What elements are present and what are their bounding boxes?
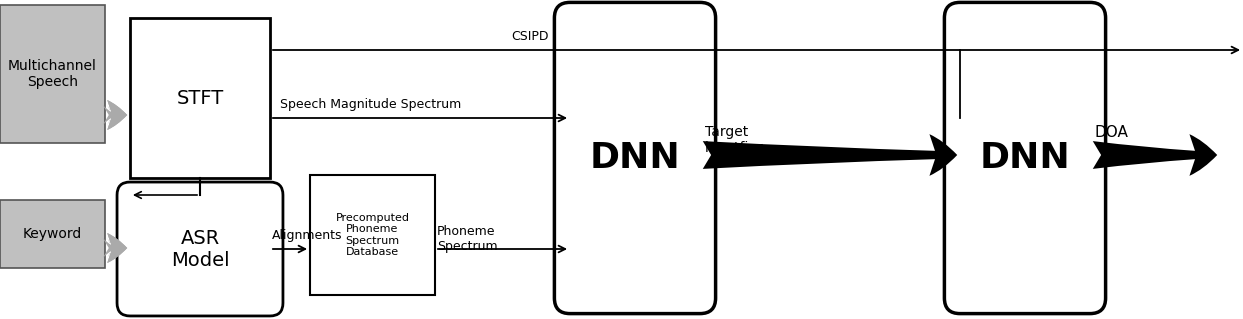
Text: STFT: STFT — [177, 88, 224, 108]
Text: Speech Magnitude Spectrum: Speech Magnitude Spectrum — [280, 98, 461, 111]
Text: DOA: DOA — [1095, 125, 1129, 140]
Text: Keyword: Keyword — [22, 227, 82, 241]
FancyBboxPatch shape — [554, 3, 716, 314]
FancyBboxPatch shape — [945, 3, 1105, 314]
FancyBboxPatch shape — [117, 182, 283, 316]
Text: Phoneme
Spectrum: Phoneme Spectrum — [438, 225, 497, 253]
FancyBboxPatch shape — [310, 175, 435, 295]
Text: Precomputed
Phoneme
Spectrum
Database: Precomputed Phoneme Spectrum Database — [336, 212, 409, 257]
Text: DNN: DNN — [589, 141, 680, 175]
Text: ASR
Model: ASR Model — [170, 228, 229, 270]
Text: Alignments: Alignments — [272, 229, 343, 242]
Text: CSIPD: CSIPD — [511, 30, 548, 43]
Text: DNN: DNN — [979, 141, 1070, 175]
FancyBboxPatch shape — [0, 5, 104, 143]
FancyBboxPatch shape — [131, 18, 270, 178]
Text: Target
identfier: Target identfier — [705, 125, 763, 155]
Text: Multichannel
Speech: Multichannel Speech — [7, 59, 97, 89]
FancyBboxPatch shape — [0, 200, 104, 268]
